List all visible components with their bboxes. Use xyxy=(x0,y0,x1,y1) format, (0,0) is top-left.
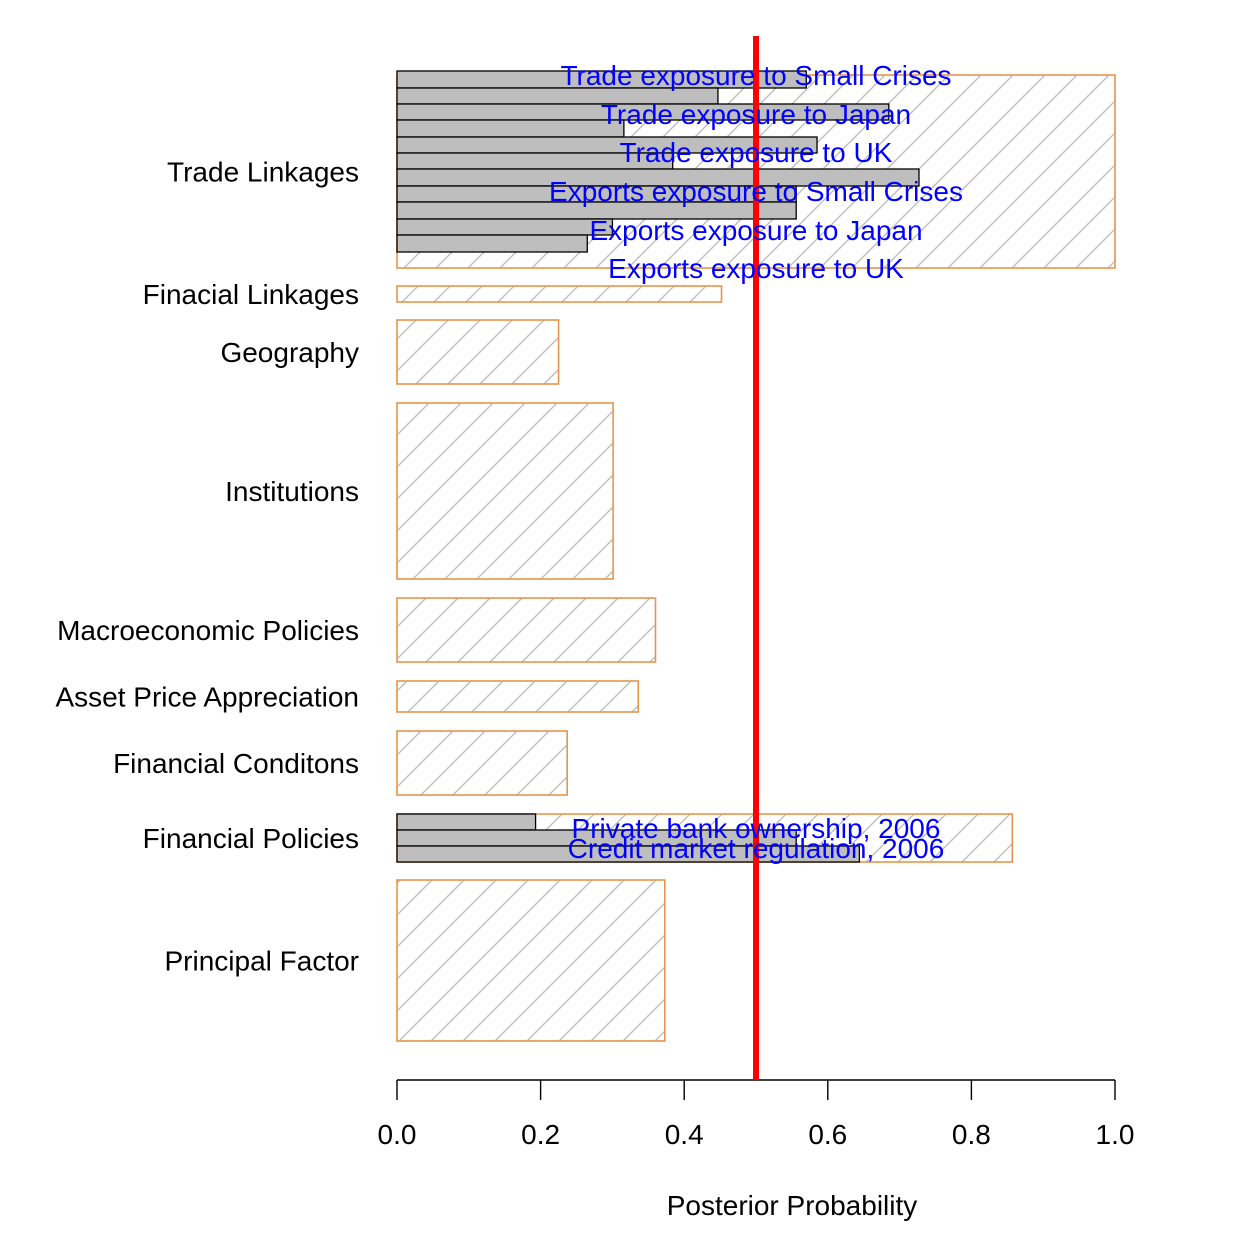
group-bar-geography xyxy=(396,319,560,385)
group-label-institutions: Institutions xyxy=(225,476,359,507)
variable-bar xyxy=(396,218,614,236)
group-label-financial-policies: Financial Policies xyxy=(143,823,359,854)
x-tick-label: 0.0 xyxy=(378,1119,417,1150)
variable-label: Trade exposure to Small Crises xyxy=(560,60,951,91)
variable-bars xyxy=(396,70,920,863)
x-tick-label: 1.0 xyxy=(1096,1119,1135,1150)
variable-bar xyxy=(396,234,588,253)
variable-bar xyxy=(396,119,625,138)
group-bar-financial-conditons xyxy=(396,730,568,796)
group-label-geography: Geography xyxy=(220,337,359,368)
group-label-macroeconomic-policies: Macroeconomic Policies xyxy=(57,615,359,646)
group-label-trade-linkages: Trade Linkages xyxy=(167,157,359,188)
variable-label: Private bank ownership, 2006 xyxy=(572,813,941,844)
group-label-financial-conditons: Financial Conditons xyxy=(113,748,359,779)
group-bar-macroeconomic-policies xyxy=(396,597,657,663)
variable-label: Trade exposure to UK xyxy=(620,137,893,168)
x-tick-label: 0.8 xyxy=(952,1119,991,1150)
group-labels: Trade Linkages Finacial Linkages Geography… xyxy=(56,157,360,977)
x-tick-label: 0.2 xyxy=(521,1119,560,1150)
group-label-principal-factor: Principal Factor xyxy=(164,946,359,977)
variable-label: Exports exposure to Small Crises xyxy=(549,176,963,207)
variable-bar xyxy=(396,103,890,121)
group-label-asset-price-appreciation: Asset Price Appreciation xyxy=(56,682,360,713)
variable-label: Exports exposure to UK xyxy=(608,253,904,284)
group-bar-asset-price-appreciation xyxy=(396,680,640,713)
group-bar-principal-factor xyxy=(396,879,666,1042)
variable-label: Credit market regulation, 2006 xyxy=(568,833,945,864)
variable-label: Exports exposure to Japan xyxy=(589,215,922,246)
variable-bar xyxy=(396,813,537,831)
group-bar-finacial-linkages xyxy=(396,285,723,303)
variable-label: Trade exposure to Japan xyxy=(601,99,911,130)
x-tick-label: 0.4 xyxy=(665,1119,704,1150)
variable-bar xyxy=(396,845,861,863)
group-bar-institutions xyxy=(396,402,614,580)
variable-labels: Trade exposure to Small Crises Trade expo… xyxy=(549,60,963,864)
x-axis-title: Posterior Probability xyxy=(667,1190,918,1221)
x-tick-label: 0.6 xyxy=(808,1119,847,1150)
x-axis: Posterior Probability 0.0 0.2 0.4 0.6 0.8 1.0 xyxy=(378,1079,1135,1221)
group-label-finacial-linkages: Finacial Linkages xyxy=(143,279,359,310)
